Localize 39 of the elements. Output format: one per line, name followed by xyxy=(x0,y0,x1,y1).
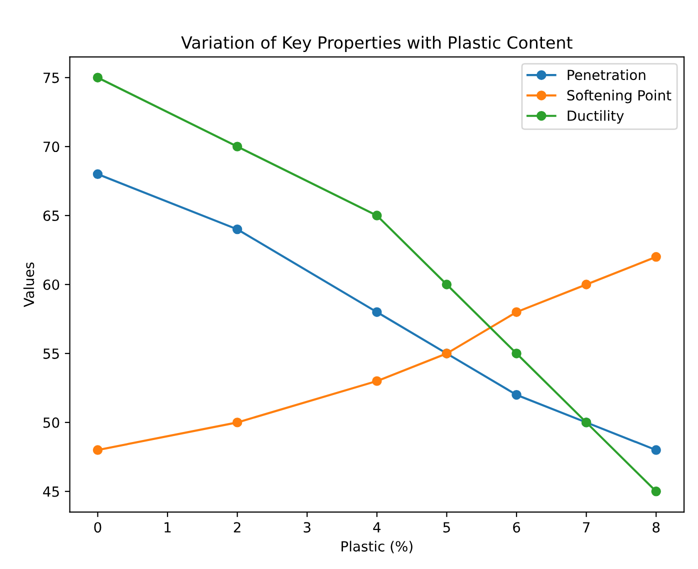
y-tick-label: 45 xyxy=(43,486,59,497)
x-tick-label: 3 xyxy=(304,522,310,533)
legend-label: Ductility xyxy=(568,110,624,124)
x-tick-label: 7 xyxy=(583,522,590,532)
point xyxy=(372,307,382,317)
point xyxy=(581,280,592,290)
y-tick-label: 70 xyxy=(44,142,60,152)
legend-label: Penetration xyxy=(568,69,646,80)
y-tick-label: 75 xyxy=(44,72,59,84)
point xyxy=(372,376,382,386)
point xyxy=(512,307,522,317)
y-tick-label: 65 xyxy=(43,210,59,222)
chart-title: Variation of Key Properties with Plastic Content xyxy=(181,36,572,52)
x-tick-label: 1 xyxy=(164,522,171,532)
y-tick-label: 50 xyxy=(43,417,60,428)
point xyxy=(512,348,522,358)
x-tick-label: 2 xyxy=(234,522,240,532)
y-tick-label: 55 xyxy=(43,348,59,359)
y-axis-title: Values xyxy=(23,262,34,308)
point xyxy=(92,445,103,455)
x-tick-label: 5 xyxy=(443,522,450,533)
point xyxy=(442,280,452,290)
point xyxy=(651,445,661,455)
point xyxy=(651,486,661,496)
point xyxy=(92,72,103,82)
y-tick-label: 60 xyxy=(43,279,60,290)
x-tick-label: 0 xyxy=(94,522,102,533)
x-tick-label: 4 xyxy=(373,522,381,532)
point xyxy=(372,210,382,220)
point xyxy=(232,142,242,152)
legend-label: Softening Point xyxy=(567,90,672,104)
point xyxy=(232,224,242,234)
x-tick-label: 8 xyxy=(652,522,660,533)
point xyxy=(92,169,103,180)
x-tick-label: 6 xyxy=(513,522,520,533)
point xyxy=(512,390,522,400)
point xyxy=(232,418,242,428)
point xyxy=(651,252,661,262)
x-axis-title: Plastic (%) xyxy=(342,540,412,554)
